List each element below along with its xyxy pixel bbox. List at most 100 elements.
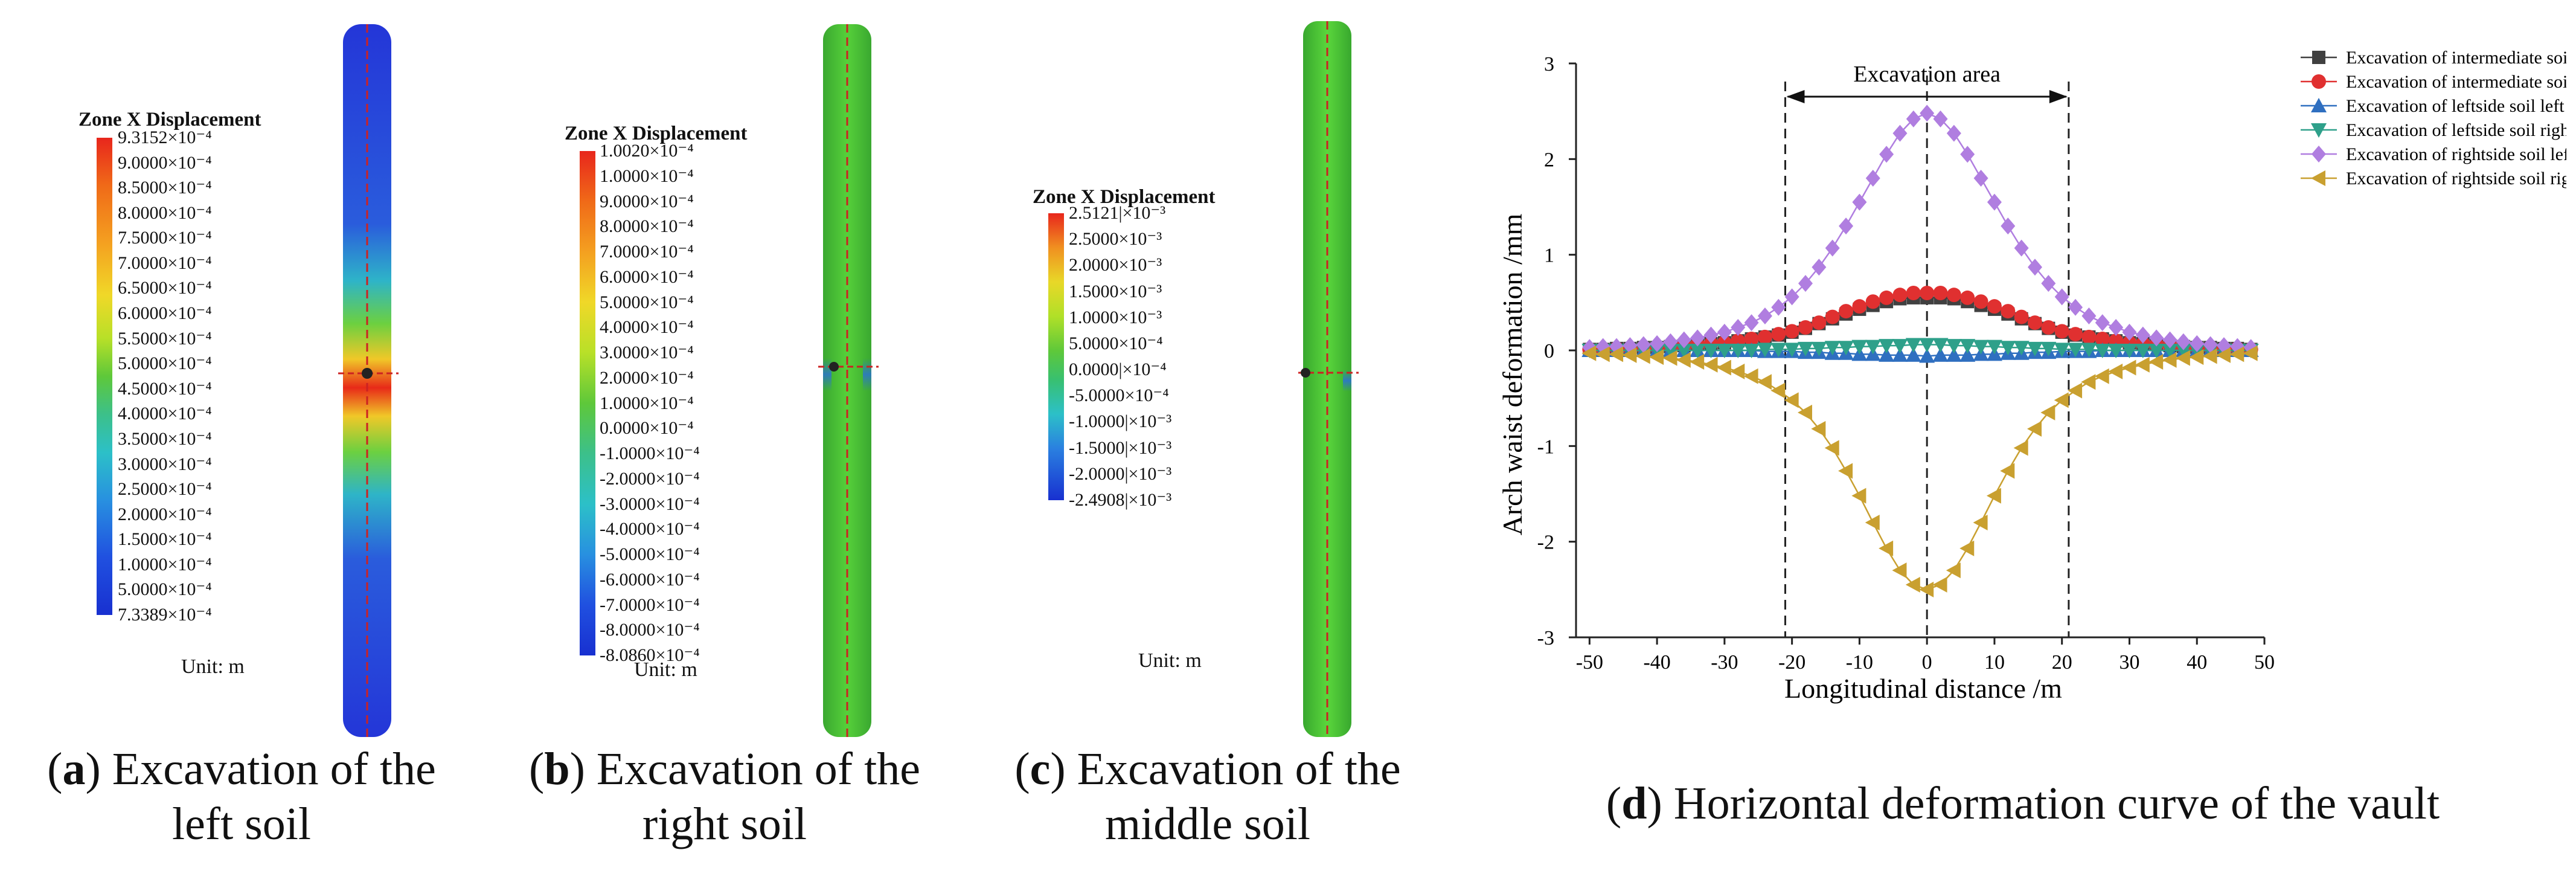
- series-line: [1589, 112, 2251, 349]
- excavation-area-label: Excavation area: [1853, 62, 2001, 87]
- data-point-triangle-left: [1662, 350, 1677, 366]
- y-tick-label: 0: [1544, 340, 1554, 362]
- data-point-triangle-down: [1865, 340, 1881, 355]
- legend-tick-label: 3.0000×10⁻⁴: [600, 343, 694, 362]
- data-point-triangle-down: [2094, 344, 2110, 358]
- legend-tick-label: 7.5000×10⁻⁴: [118, 228, 212, 248]
- legend-tick-label: 2.5000×10⁻⁴: [118, 479, 212, 500]
- legend-tick-label: 4.0000×10⁻⁴: [118, 404, 212, 424]
- legend-title: Zone X Displacement: [78, 109, 261, 130]
- data-point-triangle-left: [2243, 345, 2258, 361]
- panel-b: Zone X Displacement 1.0020×10⁻⁴ 1.0000×10…: [483, 0, 966, 849]
- legend-tick-label: -8.0860×10⁻⁴: [600, 645, 700, 665]
- data-point-triangle-down: [2148, 344, 2165, 358]
- x-axis: -50 -40 -30 -20 -10 0 10 20 30 40 50: [1576, 637, 2275, 674]
- data-point-diamond: [1960, 146, 1975, 163]
- excavation-area-annotation: Excavation area: [1784, 62, 2070, 637]
- data-point-triangle-left: [2148, 354, 2164, 370]
- data-point-triangle-left: [2162, 352, 2177, 368]
- legend-entry: Excavation of rightside soil right arch …: [2301, 169, 2566, 188]
- data-point-diamond: [1892, 124, 1908, 142]
- series-layer: [1581, 105, 2259, 597]
- data-point-triangle-down: [1662, 344, 1679, 358]
- data-point-triangle-down: [1703, 344, 1719, 358]
- legend-tick-label: 5.0000×10⁻⁴: [118, 579, 212, 600]
- y-tick-label: -3: [1537, 627, 1554, 649]
- data-point-triangle-left: [1892, 562, 1907, 579]
- data-point-circle: [2028, 315, 2042, 330]
- data-point-triangle-left: [1798, 404, 1812, 420]
- caption-line-1: ) Excavation of the: [569, 744, 920, 794]
- arrow-head-left-icon: [1786, 90, 1805, 103]
- caption-d: (d) Horizontal deformation curve of the …: [1606, 778, 2440, 829]
- data-point-circle: [2041, 320, 2056, 335]
- data-point-triangle-down: [2135, 344, 2151, 358]
- caption-letter: c: [1030, 744, 1051, 794]
- x-tick-label: -40: [1643, 651, 1670, 674]
- legend-tick-label: 6.0000×10⁻⁴: [600, 266, 694, 287]
- data-point-circle: [1960, 290, 1975, 305]
- x-tick-label: -50: [1576, 651, 1603, 674]
- data-point-triangle-left: [1851, 488, 1866, 504]
- data-point-circle: [2068, 327, 2083, 342]
- data-point-circle: [1933, 286, 1948, 300]
- data-point-triangle-left: [1879, 540, 1894, 556]
- legend-tick-label: -4.0000×10⁻⁴: [600, 519, 700, 539]
- data-point-diamond: [1731, 319, 1746, 336]
- legend-ticks: 9.3152×10⁻⁴ 9.0000×10⁻⁴ 8.5000×10⁻⁴ 8.0000×…: [118, 129, 299, 624]
- data-point-triangle-left: [1716, 359, 1731, 376]
- data-point-triangle-down: [2000, 341, 2016, 356]
- caption-letter: a: [62, 744, 86, 794]
- data-point-triangle-left: [2189, 349, 2204, 365]
- chart-legend: Excavation of intermediate soil left arc…: [2301, 48, 2566, 188]
- data-point-diamond: [1690, 329, 1705, 347]
- data-point-triangle-left: [1919, 581, 1934, 597]
- data-point-circle: [2054, 324, 2069, 339]
- data-point-diamond: [1623, 337, 1638, 355]
- data-point-triangle-left: [1959, 540, 1975, 556]
- legend-tick-label: -3.0000×10⁻⁴: [600, 494, 700, 514]
- legend-tick-label: 8.0000×10⁻⁴: [118, 202, 212, 223]
- data-point-triangle-down: [2013, 341, 2030, 356]
- legend-tick-label: 7.0000×10⁻⁴: [118, 253, 212, 273]
- data-point-circle: [1798, 320, 1813, 335]
- pipe-model-right: [818, 24, 879, 737]
- legend-tick-label: 4.5000×10⁻⁴: [118, 378, 212, 399]
- x-tick-label: 10: [1984, 651, 2005, 674]
- legend-tick-label: 2.5000×10⁻³: [1069, 229, 1162, 249]
- data-point-triangle-left: [2135, 356, 2150, 373]
- y-tick-label: 3: [1544, 53, 1554, 76]
- legend-entry: Excavation of rightside soil left arch: [2301, 144, 2566, 164]
- data-point-diamond: [1825, 239, 1840, 257]
- data-point-triangle-down: [1676, 344, 1692, 358]
- color-scale-bar: [97, 138, 112, 615]
- arrow-head-right-icon: [2049, 90, 2068, 103]
- data-point-triangle-down: [2121, 344, 2138, 358]
- data-point-triangle-left: [2094, 368, 2109, 384]
- data-point-circle: [1892, 288, 1908, 303]
- data-point-diamond: [2014, 239, 2029, 257]
- data-point-circle: [2014, 309, 2029, 324]
- data-point-triangle-left: [1730, 363, 1745, 379]
- data-point-diamond: [2054, 288, 2069, 306]
- data-point-circle: [1812, 315, 1827, 330]
- data-point-triangle-left: [2202, 348, 2217, 364]
- data-point-diamond: [1636, 336, 1651, 353]
- data-point-triangle-left: [2013, 440, 2028, 456]
- data-point-diamond: [1852, 193, 1867, 211]
- legend-tick-label: -7.0000×10⁻⁴: [600, 594, 700, 615]
- data-point-diamond: [2190, 335, 2205, 352]
- legend-label: Excavation of leftside soil left arch wa…: [2346, 96, 2566, 116]
- data-point-triangle-up: [1892, 347, 1908, 362]
- legend-tick-label: -2.0000×10⁻⁴: [600, 468, 700, 489]
- legend-tick-label: -1.0000×10⁻⁴: [600, 443, 700, 463]
- data-point-triangle-left: [1770, 382, 1786, 399]
- data-point-circle: [1946, 288, 1961, 303]
- data-point-triangle-up: [1959, 347, 1976, 362]
- caption-text: ) Horizontal deformation curve of the va…: [1647, 778, 2440, 829]
- legend-tick-label: 8.0000×10⁻⁴: [600, 216, 694, 237]
- data-point-circle: [1906, 286, 1921, 300]
- data-point-triangle-down: [2081, 343, 2097, 358]
- legend-tick-label: 9.0000×10⁻⁴: [600, 191, 694, 211]
- data-point-diamond: [2068, 298, 2083, 316]
